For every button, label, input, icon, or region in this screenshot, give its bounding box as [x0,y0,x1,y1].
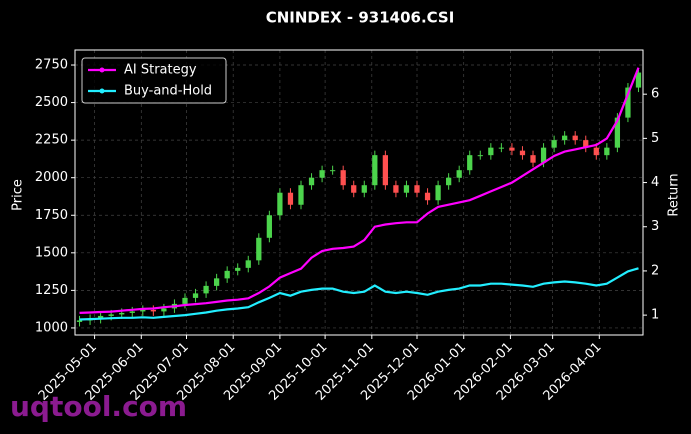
candle-body [203,285,209,294]
candle-body [319,170,325,178]
chart-title: CNINDEX - 931406.CSI [266,9,455,27]
candle-body [224,270,230,279]
plot-frame [74,49,644,336]
candle-body [604,147,610,156]
y-tick-label: 1000 [35,320,68,335]
candle-body [372,155,378,186]
candle-body [213,278,220,286]
candle-body [308,177,315,186]
legend-marker [99,67,105,73]
candle-body [403,185,410,193]
y2-axis-label: Return [667,173,682,216]
candle-body [593,147,599,156]
candle-body [256,237,262,261]
legend-box [81,57,227,104]
y-tick-label: 1500 [35,245,68,260]
candle-body [330,170,336,172]
candle-body [614,117,621,148]
y-tick-label: 2750 [35,58,68,73]
candle-body [192,293,199,298]
series-line [79,67,640,314]
y-tick-label: 2000 [35,170,68,185]
candle-body [540,147,547,163]
candle-body [361,185,367,193]
watermark: uqtool.com [10,390,187,423]
candle-body [287,192,294,205]
candle-body [509,147,515,151]
candle-body [530,155,536,163]
candle-body [351,185,357,193]
candle-body [467,155,473,171]
y2-tick-label: 2 [651,263,659,278]
candle-body [477,155,483,157]
y2-tick-label: 5 [651,131,659,146]
candle-body [340,170,346,186]
candle-body [298,185,304,205]
y-tick-label: 2500 [35,95,68,110]
candle-body [161,308,167,312]
candle-body [266,215,272,238]
y-tick-label: 2250 [35,133,68,148]
candle-body [488,147,494,156]
candle-body [393,185,399,193]
candle-body [382,155,388,186]
candle-body [97,315,104,319]
candle-body [414,185,420,193]
candle-body [424,192,431,201]
candle-body [572,135,578,141]
candle-body [635,72,642,88]
candle-body [583,140,589,148]
candle-body [129,311,135,313]
y2-tick-label: 4 [651,175,659,190]
candle-body [140,309,146,312]
y-tick-label: 1250 [35,283,68,298]
y2-tick-label: 6 [651,87,659,102]
legend-label: AI Strategy [124,63,197,78]
candle-body [446,177,452,186]
y2-tick-label: 1 [651,308,659,323]
candle-body [245,260,251,268]
candle-body [562,135,568,141]
legend-marker [99,88,105,94]
candle-body [519,150,526,156]
candle-body [235,267,241,271]
candle-body [150,309,156,312]
candle-body [456,170,462,178]
candle-body [435,185,441,201]
candle-body [119,312,125,315]
legend-label: Buy-and-Hold [124,84,212,99]
series-line [79,267,639,321]
candle-body [182,297,188,304]
y2-tick-label: 3 [651,219,659,234]
candle-body [551,140,557,148]
candle-body [277,192,283,216]
y-axis-label: Price [11,179,26,211]
y-tick-label: 1750 [35,208,68,223]
candle-body [625,87,631,118]
candle-body [108,314,114,316]
candle-body [498,147,505,149]
candle-body [76,320,83,322]
